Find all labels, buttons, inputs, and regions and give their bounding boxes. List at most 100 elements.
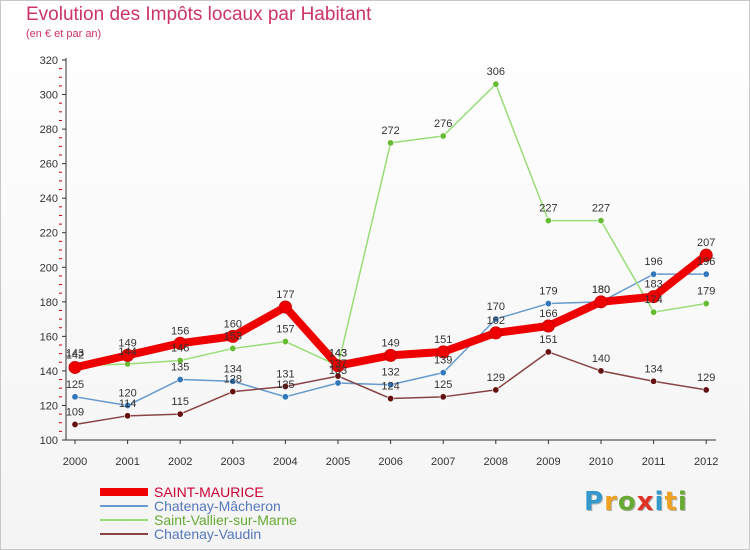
data-label-chatenay-macheron: 133 bbox=[329, 365, 347, 377]
data-point-chatenay-vaudin bbox=[597, 367, 605, 375]
x-tick-label: 2004 bbox=[273, 456, 297, 468]
data-point-chatenay-macheron bbox=[71, 393, 79, 401]
line-chart: 100 120 140 160 180 200 220 240 260 280 300 320 2000… bbox=[40, 55, 719, 468]
y-tick-label: 120 bbox=[40, 400, 58, 412]
data-point-saint-vallier-sur-marne bbox=[702, 300, 710, 308]
legend-item: Chatenay-Vaudin bbox=[100, 527, 400, 541]
data-point-saint-vallier-sur-marne bbox=[439, 132, 447, 140]
data-label-saint-maurice: 183 bbox=[644, 279, 662, 291]
data-point-chatenay-vaudin bbox=[650, 377, 658, 385]
data-label-saint-maurice: 149 bbox=[118, 337, 136, 349]
data-point-chatenay-vaudin bbox=[334, 372, 342, 380]
data-label-saint-vallier-sur-marne: 227 bbox=[539, 203, 557, 215]
data-point-saint-maurice bbox=[331, 359, 345, 373]
data-label-saint-vallier-sur-marne: 179 bbox=[697, 286, 715, 298]
data-label-saint-maurice: 207 bbox=[697, 237, 715, 249]
data-label-saint-vallier-sur-marne: 227 bbox=[592, 203, 610, 215]
data-point-chatenay-vaudin bbox=[492, 386, 500, 394]
legend-swatch bbox=[100, 488, 148, 496]
data-point-saint-maurice bbox=[278, 300, 292, 314]
legend-swatch bbox=[100, 533, 148, 535]
logo-letter: r bbox=[604, 487, 618, 517]
x-tick-label: 2008 bbox=[484, 456, 508, 468]
logo-letter: P bbox=[584, 487, 605, 517]
logo-letter: t bbox=[664, 487, 678, 517]
data-label-saint-maurice: 142 bbox=[66, 349, 84, 361]
legend-label: Chatenay-Vaudin bbox=[154, 526, 262, 542]
y-tick-label: 140 bbox=[40, 366, 58, 378]
data-label-chatenay-vaudin: 128 bbox=[224, 374, 242, 386]
data-point-chatenay-vaudin bbox=[702, 386, 710, 394]
data-point-saint-vallier-sur-marne bbox=[387, 139, 395, 147]
data-point-saint-maurice bbox=[436, 345, 450, 359]
data-label-chatenay-macheron: 135 bbox=[171, 362, 189, 374]
data-point-chatenay-vaudin bbox=[71, 420, 79, 428]
data-point-saint-maurice bbox=[68, 360, 82, 374]
legend-label: Saint-Vallier-sur-Marne bbox=[154, 512, 297, 528]
data-label-saint-vallier-sur-marne: 276 bbox=[434, 118, 452, 130]
data-label-saint-maurice: 160 bbox=[224, 318, 242, 330]
data-point-saint-maurice bbox=[594, 295, 608, 309]
x-tick-label: 2001 bbox=[115, 456, 139, 468]
data-point-chatenay-macheron bbox=[544, 300, 552, 308]
data-point-chatenay-vaudin bbox=[439, 393, 447, 401]
logo-letter: i bbox=[677, 487, 688, 517]
data-label-chatenay-macheron: 196 bbox=[697, 256, 715, 268]
data-label-saint-vallier-sur-marne: 272 bbox=[381, 125, 399, 137]
data-label-chatenay-macheron: 180 bbox=[592, 284, 610, 296]
data-point-chatenay-vaudin bbox=[387, 395, 395, 403]
data-label-saint-maurice: 162 bbox=[487, 315, 505, 327]
x-tick-label: 2000 bbox=[63, 456, 87, 468]
data-label-chatenay-vaudin: 109 bbox=[66, 406, 84, 418]
data-point-saint-maurice bbox=[384, 348, 398, 362]
data-point-saint-vallier-sur-marne bbox=[281, 338, 289, 346]
y-tick-label: 160 bbox=[40, 331, 58, 343]
legend-item: Saint-Vallier-sur-Marne bbox=[100, 513, 400, 527]
data-label-chatenay-vaudin: 151 bbox=[539, 334, 557, 346]
data-point-saint-maurice bbox=[226, 329, 240, 343]
logo-letter: x bbox=[636, 487, 655, 517]
data-point-saint-maurice bbox=[647, 290, 661, 304]
data-point-chatenay-vaudin bbox=[544, 348, 552, 356]
x-tick-label: 2009 bbox=[536, 456, 560, 468]
data-point-chatenay-macheron bbox=[650, 270, 658, 278]
logo-letter: i bbox=[654, 487, 665, 517]
data-point-chatenay-macheron bbox=[387, 381, 395, 389]
legend-item: Chatenay-Mâcheron bbox=[100, 499, 400, 513]
x-tick-label: 2005 bbox=[326, 456, 350, 468]
x-tick-label: 2003 bbox=[221, 456, 245, 468]
data-label-saint-maurice: 180 bbox=[592, 284, 610, 296]
y-tick-label: 260 bbox=[40, 159, 58, 171]
data-label-chatenay-macheron: 134 bbox=[224, 363, 242, 375]
data-label-saint-maurice: 149 bbox=[381, 337, 399, 349]
data-label-saint-vallier-sur-marne: 153 bbox=[224, 330, 242, 342]
x-tick-label: 2006 bbox=[378, 456, 402, 468]
data-point-saint-maurice bbox=[699, 248, 713, 262]
data-point-chatenay-macheron bbox=[492, 315, 500, 323]
data-point-saint-maurice bbox=[489, 326, 503, 340]
data-label-saint-maurice: 151 bbox=[434, 334, 452, 346]
x-tick-label: 2011 bbox=[642, 456, 666, 468]
data-point-chatenay-macheron bbox=[439, 369, 447, 377]
data-label-saint-maurice: 177 bbox=[276, 289, 294, 301]
y-tick-label: 320 bbox=[40, 55, 58, 67]
data-point-chatenay-vaudin bbox=[229, 388, 237, 396]
data-point-saint-vallier-sur-marne bbox=[650, 308, 658, 316]
data-point-saint-maurice bbox=[541, 319, 555, 333]
data-label-saint-vallier-sur-marne: 146 bbox=[171, 343, 189, 355]
data-label-chatenay-vaudin: 125 bbox=[434, 379, 452, 391]
data-label-saint-vallier-sur-marne: 157 bbox=[276, 324, 294, 336]
legend-item: SAINT-MAURICE bbox=[100, 485, 400, 499]
data-point-saint-vallier-sur-marne bbox=[544, 217, 552, 225]
x-tick-label: 2010 bbox=[589, 456, 613, 468]
data-label-chatenay-macheron: 132 bbox=[381, 367, 399, 379]
data-label-chatenay-macheron: 139 bbox=[434, 355, 452, 367]
data-label-saint-maurice: 166 bbox=[539, 308, 557, 320]
y-tick-label: 240 bbox=[40, 193, 58, 205]
data-label-saint-maurice: 143 bbox=[329, 348, 347, 360]
data-label-chatenay-macheron: 125 bbox=[276, 379, 294, 391]
x-tick-label: 2002 bbox=[168, 456, 192, 468]
data-point-chatenay-macheron bbox=[281, 393, 289, 401]
logo-letter: o bbox=[617, 487, 637, 517]
chart-subtitle: (en € et par an) bbox=[26, 28, 102, 40]
